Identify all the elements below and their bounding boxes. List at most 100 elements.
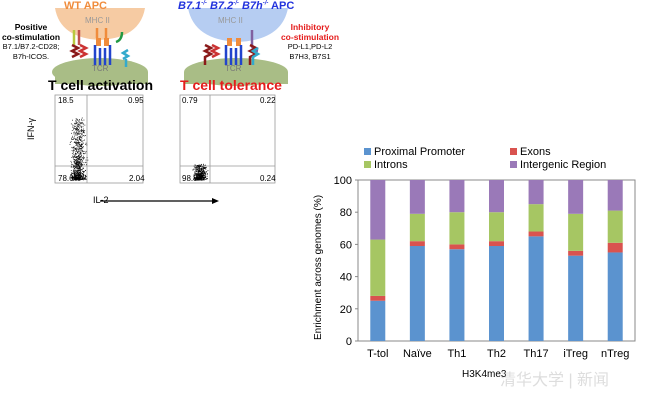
flow-event-dot [75,165,77,167]
flow-event-dot [76,128,78,130]
flow-event-dot [82,178,84,180]
flow-event-dot [79,179,81,181]
flow-event-dot [77,175,79,177]
flow-event-dot [195,167,197,169]
flow-event-dot [77,177,79,178]
flow-event-dot [82,131,84,133]
flow-event-dot [79,124,81,126]
flow-event-dot [78,129,79,131]
flow-event-dot [77,172,78,174]
flow-event-dot [202,179,204,181]
flow-event-dot [76,163,78,165]
flow-event-dot [75,162,76,164]
bar-segment-exons [370,295,386,301]
flow-event-dot [80,171,82,173]
tolerance-title: T cell tolerance [180,77,282,93]
flow-event-dot [79,172,81,173]
flow-event-dot [81,137,83,139]
flow-event-dot [76,126,78,128]
flow-event-dot [75,164,77,166]
flow-event-dot [74,128,76,129]
flow-event-dot [84,124,86,126]
flow-event-dot [76,179,78,181]
flow-event-dot [198,170,200,172]
flow-event-dot [80,163,82,164]
flow-event-dot [203,165,205,167]
flow-event-dot [76,137,78,139]
flow-event-dot [81,155,83,156]
flow-event-dot [201,168,202,170]
flow-event-dot [75,140,77,142]
flow-event-dot [71,130,73,132]
flow-event-dot [198,175,200,177]
flow-event-dot [197,172,199,174]
flow-event-dot [78,161,79,163]
flow-event-dot [199,170,201,172]
bar-segment-proximal-promoter [489,246,504,341]
flow-event-dot [77,170,79,172]
flow-event-dot [197,179,198,181]
flow-event-dot [81,134,83,136]
flow-event-dot [195,171,197,173]
legend-swatch [364,161,371,168]
flow-event-dot [72,124,74,126]
flow-event-dot [195,170,197,172]
bar-segment-exons [568,250,584,256]
arrow-icon [100,198,219,204]
flow-event-dot [205,177,207,178]
flow-event-dot [73,159,75,160]
flow-event-dot [72,177,74,179]
flow-event-dot [79,145,81,147]
flow-event-dot [80,144,82,146]
flow-event-dot [74,122,75,124]
flow-event-dot [77,158,79,159]
flow-event-dot [79,167,80,169]
flow-event-dot [72,172,74,174]
flow-event-dot [75,157,77,158]
flow-event-dot [80,129,82,131]
flow-event-dot [205,172,207,174]
flow-event-dot [81,125,82,127]
flow-event-dot [198,166,200,168]
flow-event-dot [80,156,82,157]
bar-segment-introns [370,239,386,296]
flow-event-dot [198,170,200,172]
flow-event-dot [73,166,75,168]
flow-event-dot [200,178,202,180]
quadrant-ul: 0.79 [182,96,198,105]
flow-event-dot [73,171,75,173]
flow-event-dot [76,138,77,140]
flow-event-dot [83,172,84,174]
flow-event-dot [80,123,82,125]
flow-event-dot [78,179,80,180]
flow-event-dot [78,165,80,166]
flow-event-dot [73,161,75,163]
flow-event-dot [77,155,79,157]
flow-event-dot [195,173,197,174]
flow-event-dot [78,161,79,163]
bar-segment-introns [528,204,544,232]
x-tick-label: nTreg [601,348,629,360]
flow-event-dot [83,171,85,173]
flow-event-dot [199,178,200,180]
flow-event-dot [199,179,201,180]
flow-event-dot [197,165,198,166]
flow-event-dot [85,175,86,177]
flow-event-dot [80,145,82,147]
bar-segment-intergenic-region [568,180,584,214]
legend-swatch [510,161,517,168]
flow-event-dot [199,167,200,168]
flow-event-dot [76,160,78,162]
flow-event-dot [73,175,75,177]
flow-event-dot [79,156,81,158]
flow-event-dot [73,131,75,133]
flow-event-dot [74,177,76,178]
flow-event-dot [78,145,79,147]
legend-label: Introns [374,159,408,171]
x-tick-label: Th17 [524,348,549,360]
flow-event-dot [71,150,73,152]
flow-event-dot [72,137,74,138]
flow-event-dot [77,165,79,167]
flow-event-dot [79,167,81,168]
flow-event-dot [199,179,201,180]
